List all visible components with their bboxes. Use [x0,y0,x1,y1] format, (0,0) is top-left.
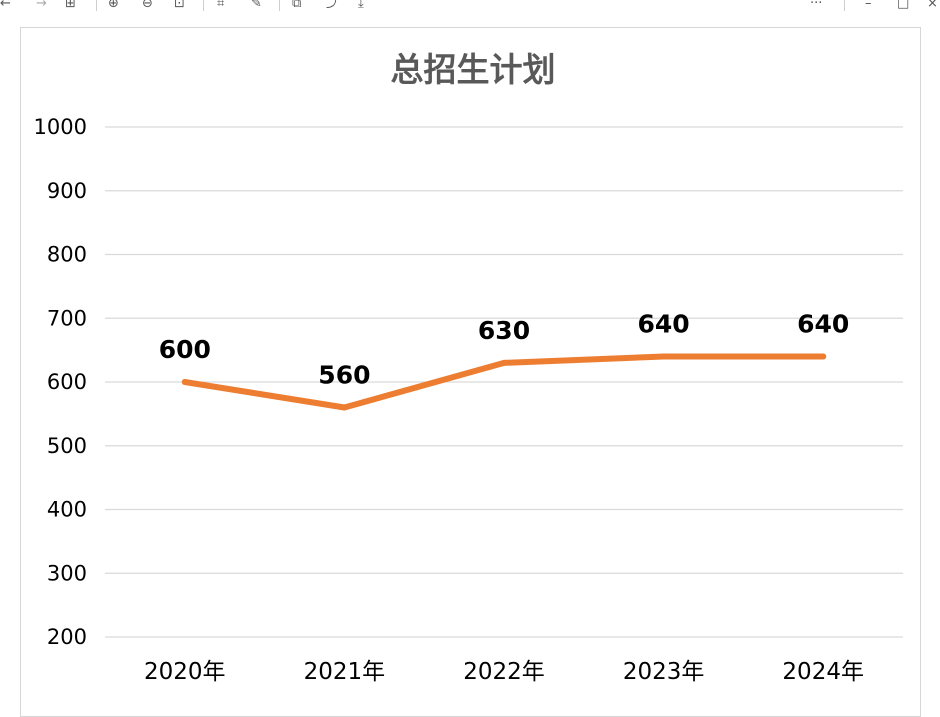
data-point [820,353,827,360]
download-icon[interactable]: ⤓ [358,0,364,11]
forward-icon[interactable]: → [36,0,47,11]
data-label: 560 [318,361,370,390]
data-labels: 600 560 630 640 640 [159,310,850,390]
toolbar-divider [279,0,280,11]
line-chart: 总招生计划 1000 900 800 700 600 500 400 300 200 2020年… [34,50,903,685]
y-axis-ticks: 1000 900 800 700 600 500 400 300 200 [34,115,87,649]
y-tick-label: 400 [47,498,87,522]
viewer-toolbar: ← → ⊞ ⊕ ⊖ ⊡ ⌗ ✎ ⧉ ⤴ ⤓ ··· – □ × [0,0,940,14]
data-label: 600 [159,335,211,364]
close-icon[interactable]: × [927,0,938,11]
x-tick-label: 2021年 [304,659,386,685]
y-tick-label: 800 [47,243,87,267]
y-tick-label: 1000 [34,115,87,139]
back-icon[interactable]: ← [0,0,11,11]
data-point [341,404,348,411]
y-tick-label: 500 [47,434,87,458]
chart-title: 总招生计划 [391,50,556,89]
data-point [181,379,188,385]
minimize-icon[interactable]: – [865,0,872,11]
data-label: 640 [638,310,690,339]
crop-icon[interactable]: ⌗ [217,0,225,11]
x-tick-label: 2020年 [144,659,226,685]
y-tick-label: 900 [47,179,87,203]
y-tick-label: 600 [47,370,87,394]
x-tick-label: 2024年 [782,659,864,685]
zoom-out-icon[interactable]: ⊖ [142,0,153,11]
data-label: 640 [797,310,849,339]
fit-icon[interactable]: ⊡ [174,0,185,11]
toolbar-divider [844,0,845,11]
maximize-icon[interactable]: □ [897,0,910,11]
toolbar-divider [96,0,97,11]
x-tick-label: 2022年 [463,659,545,685]
edit-icon[interactable]: ✎ [251,0,262,11]
grid-icon[interactable]: ⊞ [65,0,76,11]
series [181,353,827,411]
data-point [501,359,507,366]
copy-icon[interactable]: ⧉ [292,0,302,11]
y-tick-label: 300 [47,561,87,585]
data-point [660,353,667,360]
y-tick-label: 700 [47,306,87,330]
data-label: 630 [478,316,530,345]
share-icon[interactable]: ⤴ [326,0,340,11]
x-tick-label: 2023年 [623,659,705,685]
x-axis-ticks: 2020年 2021年 2022年 2023年 2024年 [144,659,864,685]
more-options-icon[interactable]: ··· [810,0,823,11]
y-tick-label: 200 [47,625,87,649]
gridlines [105,126,903,638]
toolbar-divider [203,0,204,11]
chart-area: 总招生计划 1000 900 800 700 600 500 400 300 200 2020年… [20,27,921,717]
zoom-in-icon[interactable]: ⊕ [108,0,119,11]
